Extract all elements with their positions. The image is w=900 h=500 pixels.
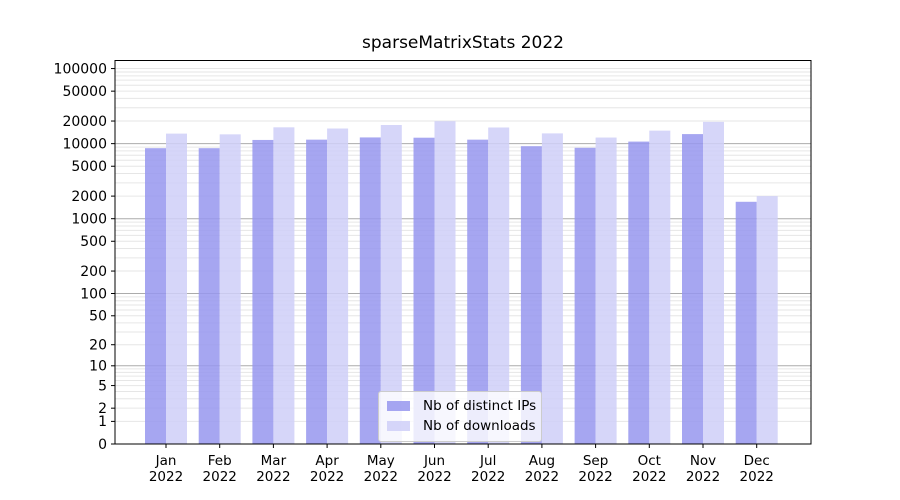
bar-downloads-Mar (273, 127, 295, 445)
y-tick-label-100000: 100000 (54, 61, 107, 77)
y-tick-label-50: 50 (89, 309, 107, 325)
y-tick-label-1: 1 (98, 414, 107, 430)
x-tick-label-month-Nov: Nov (690, 453, 716, 469)
x-tick-label-year-Oct: 2022 (632, 469, 666, 485)
x-tick-label-month-Jul: Jul (479, 453, 496, 469)
bar-downloads-Nov (703, 121, 724, 445)
y-tick-label-10000: 10000 (62, 136, 107, 152)
y-tick-label-5: 5 (98, 378, 107, 394)
y-tick-label-20: 20 (89, 338, 107, 354)
x-tick-label-year-Sep: 2022 (578, 469, 612, 485)
x-tick-label-year-Apr: 2022 (310, 469, 344, 485)
y-tick-label-20000: 20000 (62, 114, 107, 130)
bar-distinct-ips-Sep (574, 147, 596, 444)
x-tick-label-month-Oct: Oct (638, 453, 661, 469)
x-tick-label-month-Jan: Jan (155, 453, 177, 469)
chart-title: sparseMatrixStats 2022 (362, 33, 564, 53)
x-tick-label-month-Feb: Feb (208, 453, 232, 469)
x-tick-label-year-Dec: 2022 (740, 469, 774, 485)
x-tick-label-month-Jun: Jun (423, 453, 445, 469)
bar-distinct-ips-Nov (682, 134, 703, 444)
bar-distinct-ips-Dec (735, 201, 757, 444)
y-tick-label-500: 500 (80, 234, 107, 250)
bar-downloads-Apr (327, 128, 349, 445)
y-tick-label-5000: 5000 (71, 159, 107, 175)
bar-downloads-Jan (166, 133, 187, 444)
y-tick-label-50000: 50000 (62, 84, 107, 100)
legend: Nb of distinct IPs Nb of downloads (378, 391, 542, 442)
bar-downloads-Feb (219, 134, 241, 444)
bar-distinct-ips-Feb (198, 148, 220, 444)
y-tick-label-100: 100 (80, 286, 107, 302)
bar-distinct-ips-Apr (306, 139, 328, 444)
x-tick-label-year-Aug: 2022 (525, 469, 559, 485)
bar-distinct-ips-Aug (520, 146, 542, 445)
legend-item-distinct-ips: Nb of distinct IPs (387, 396, 537, 416)
bar-downloads-Sep (595, 137, 617, 444)
downloads-swatch (387, 420, 410, 432)
x-tick-label-month-Aug: Aug (529, 453, 555, 469)
x-tick-label-year-Jun: 2022 (417, 469, 451, 485)
x-tick-label-year-Jan: 2022 (149, 469, 183, 485)
bar-downloads-Jun (434, 121, 456, 444)
x-tick-label-year-May: 2022 (364, 469, 398, 485)
legend-label-distinct-ips: Nb of distinct IPs (423, 398, 537, 414)
x-tick-label-month-Mar: Mar (261, 453, 287, 469)
x-tick-label-year-Jul: 2022 (471, 469, 505, 485)
x-tick-label-month-Apr: Apr (315, 453, 339, 469)
legend-item-downloads: Nb of downloads (387, 416, 536, 436)
y-tick-label-2000: 2000 (71, 189, 107, 205)
y-tick-label-200: 200 (80, 264, 107, 280)
y-tick-label-2: 2 (98, 401, 107, 417)
plot-border (114, 60, 812, 445)
bar-distinct-ips-Jul (467, 139, 489, 444)
bar-downloads-Aug (541, 133, 563, 444)
distinct-ips-swatch (387, 400, 410, 412)
bar-distinct-ips-Jan (145, 148, 166, 444)
bar-downloads-Dec (756, 196, 778, 444)
bar-distinct-ips-Oct (628, 141, 650, 444)
x-tick-label-month-Dec: Dec (744, 453, 770, 469)
bar-downloads-Jul (488, 127, 510, 445)
bar-distinct-ips-Mar (252, 139, 274, 444)
y-tick-label-1000: 1000 (71, 211, 107, 227)
x-tick-label-month-May: May (367, 453, 395, 469)
bar-distinct-ips-May (359, 137, 381, 444)
x-tick-label-year-Mar: 2022 (256, 469, 290, 485)
bar-downloads-Oct (649, 130, 671, 444)
legend-label-downloads: Nb of downloads (423, 418, 536, 434)
bar-downloads-May (380, 125, 402, 445)
x-tick-label-year-Nov: 2022 (686, 469, 720, 485)
x-tick-label-month-Sep: Sep (583, 453, 608, 469)
bar-distinct-ips-Jun (413, 137, 435, 444)
y-tick-label-0: 0 (98, 437, 107, 453)
x-tick-label-year-Feb: 2022 (203, 469, 237, 485)
y-tick-label-10: 10 (89, 359, 107, 375)
